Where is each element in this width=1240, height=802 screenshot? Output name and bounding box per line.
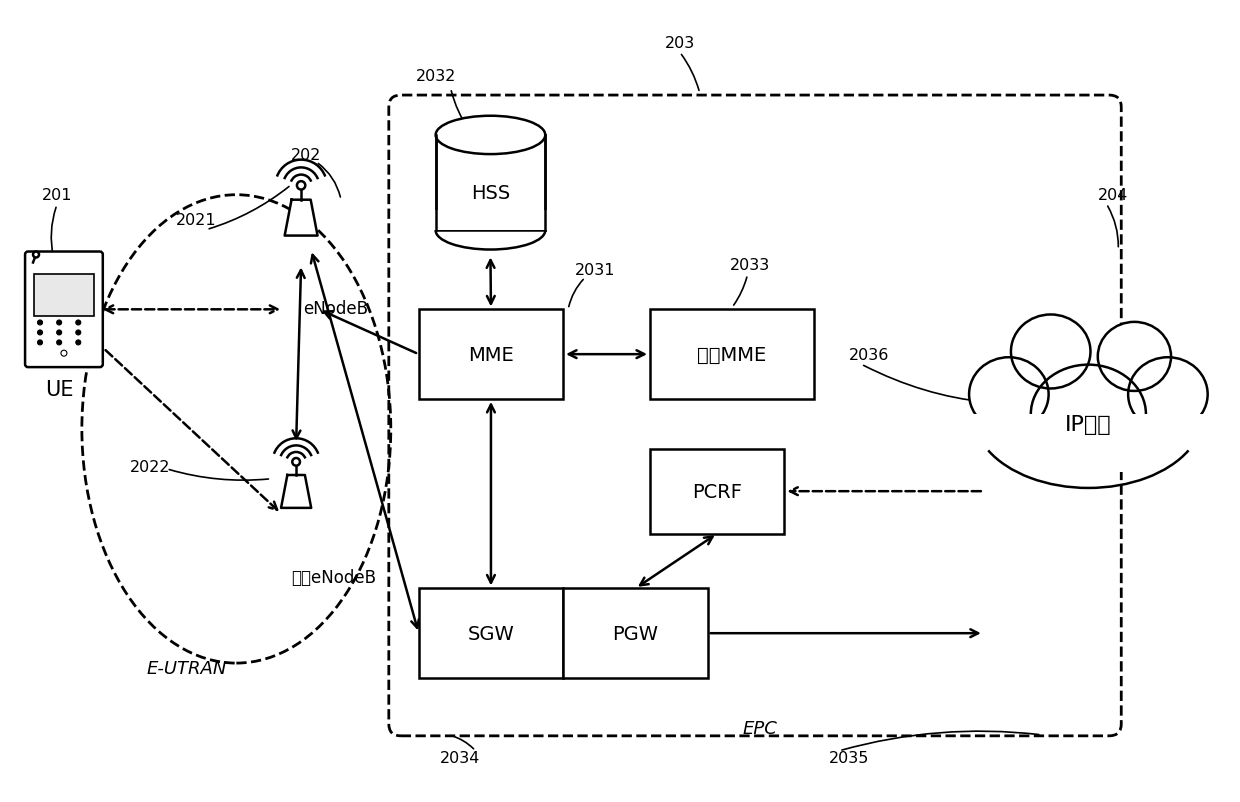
Text: 2034: 2034 bbox=[440, 751, 481, 765]
Circle shape bbox=[33, 252, 38, 258]
Text: 203: 203 bbox=[665, 36, 694, 51]
Ellipse shape bbox=[1011, 315, 1090, 389]
Bar bbox=[563, 589, 708, 678]
Ellipse shape bbox=[435, 212, 546, 250]
Circle shape bbox=[57, 330, 62, 335]
Bar bbox=[435, 136, 546, 231]
Text: 其它MME: 其它MME bbox=[697, 345, 766, 364]
Text: PCRF: PCRF bbox=[692, 482, 743, 501]
Text: 2021: 2021 bbox=[176, 213, 217, 228]
Text: EPC: EPC bbox=[742, 719, 777, 737]
Text: 202: 202 bbox=[291, 148, 321, 163]
FancyBboxPatch shape bbox=[25, 252, 103, 367]
Text: 其它eNodeB: 其它eNodeB bbox=[291, 569, 377, 587]
Text: E-UTRAN: E-UTRAN bbox=[146, 659, 227, 677]
Text: PGW: PGW bbox=[613, 624, 658, 643]
Bar bbox=[650, 449, 785, 534]
Ellipse shape bbox=[970, 358, 1049, 431]
Ellipse shape bbox=[435, 116, 546, 155]
Text: IP业务: IP业务 bbox=[1065, 415, 1112, 435]
Polygon shape bbox=[281, 476, 311, 508]
Bar bbox=[434, 211, 547, 231]
Text: UE: UE bbox=[45, 379, 73, 399]
Text: 2031: 2031 bbox=[575, 262, 615, 277]
Text: 2032: 2032 bbox=[415, 68, 456, 83]
Text: SGW: SGW bbox=[467, 624, 515, 643]
Text: HSS: HSS bbox=[471, 184, 510, 202]
Circle shape bbox=[61, 350, 67, 357]
Text: eNodeB: eNodeB bbox=[304, 300, 368, 318]
Text: MME: MME bbox=[467, 345, 513, 364]
Circle shape bbox=[293, 459, 300, 466]
Text: 204: 204 bbox=[1099, 188, 1128, 203]
Circle shape bbox=[37, 321, 42, 326]
Circle shape bbox=[57, 341, 62, 346]
Circle shape bbox=[76, 341, 81, 346]
Bar bbox=[33, 275, 94, 317]
Circle shape bbox=[37, 330, 42, 335]
Ellipse shape bbox=[1128, 358, 1208, 431]
Bar bbox=[650, 310, 815, 399]
Text: 2036: 2036 bbox=[849, 347, 889, 363]
Circle shape bbox=[296, 182, 305, 190]
Circle shape bbox=[37, 341, 42, 346]
Bar bbox=[942, 415, 1235, 472]
Bar bbox=[419, 589, 563, 678]
Bar bbox=[419, 310, 563, 399]
Circle shape bbox=[76, 321, 81, 326]
Text: 2033: 2033 bbox=[729, 257, 770, 273]
Ellipse shape bbox=[1097, 322, 1171, 391]
Text: 201: 201 bbox=[42, 188, 72, 203]
Circle shape bbox=[76, 330, 81, 335]
Polygon shape bbox=[285, 200, 317, 237]
Text: 2035: 2035 bbox=[830, 751, 869, 765]
Text: 2022: 2022 bbox=[129, 460, 170, 475]
Circle shape bbox=[57, 321, 62, 326]
Ellipse shape bbox=[1030, 365, 1146, 464]
